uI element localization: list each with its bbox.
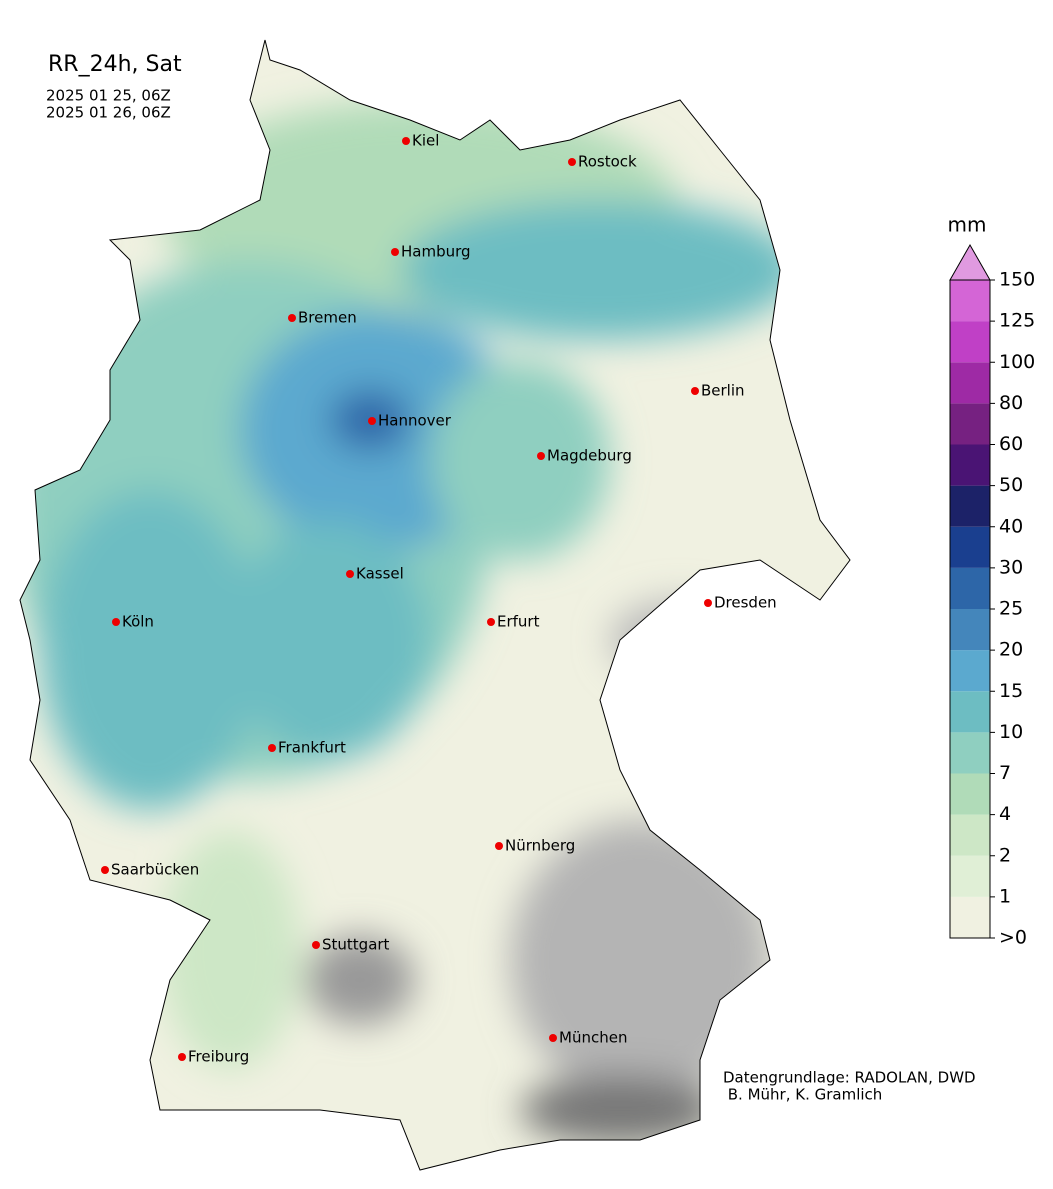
city: München: [549, 1029, 627, 1047]
city: Dresden: [704, 594, 777, 612]
colorbar-segment: [950, 444, 990, 486]
city: Magdeburg: [537, 447, 632, 465]
city-label: Kassel: [356, 565, 404, 583]
colorbar-segment: [950, 403, 990, 445]
colorbar-segment: [950, 280, 990, 322]
city-label: München: [559, 1029, 627, 1047]
credit: Datengrundlage: RADOLAN, DWD: [723, 1069, 976, 1087]
city: Nürnberg: [495, 837, 575, 855]
colorbar-unit: mm: [948, 213, 987, 237]
credit: B. Mühr, K. Gramlich: [723, 1086, 882, 1104]
city-label: Kiel: [412, 132, 439, 150]
city-label: Hannover: [378, 412, 452, 430]
colorbar-segment: [950, 526, 990, 568]
colorbar-label: 4: [999, 803, 1011, 825]
colorbar-segment: [950, 609, 990, 651]
colorbar-segment: [950, 855, 990, 897]
city-label: Hamburg: [401, 243, 471, 261]
colorbar-label: 2: [999, 844, 1011, 866]
date: 2025 01 26, 06Z: [46, 104, 171, 122]
colorbar-segment: [950, 485, 990, 527]
colorbar-label: 15: [999, 680, 1023, 702]
city: Freiburg: [178, 1048, 249, 1066]
colorbar-label: 100: [999, 351, 1035, 373]
city-label: Bremen: [298, 309, 357, 327]
title: RR_24h, Sat: [48, 52, 182, 77]
city-label: Magdeburg: [547, 447, 632, 465]
colorbar-segment: [950, 896, 990, 938]
city-label: Freiburg: [188, 1048, 249, 1066]
city-label: Saarbücken: [111, 861, 199, 879]
colorbar-label: 10: [999, 721, 1023, 743]
city: Rostock: [568, 153, 637, 171]
city-label: Frankfurt: [278, 739, 346, 757]
date: 2025 01 25, 06Z: [46, 87, 171, 105]
colorbar-label: 150: [999, 269, 1035, 291]
colorbar-label: 80: [999, 392, 1023, 414]
colorbar-label: 25: [999, 598, 1023, 620]
colorbar-label: 30: [999, 556, 1023, 578]
city: Saarbücken: [101, 861, 199, 879]
colorbar-segment: [950, 814, 990, 856]
colorbar-label: 60: [999, 433, 1023, 455]
city: Bremen: [288, 309, 357, 327]
colorbar-label: >0: [999, 927, 1027, 949]
colorbar-segment: [950, 773, 990, 815]
colorbar-segment: [950, 567, 990, 609]
colorbar-segment: [950, 732, 990, 774]
colorbar-label: 40: [999, 515, 1023, 537]
city: Kiel: [402, 132, 439, 150]
city: Erfurt: [487, 613, 540, 631]
city: Frankfurt: [268, 739, 346, 757]
colorbar-segment: [950, 691, 990, 733]
city-label: Köln: [122, 613, 154, 631]
colorbar-segment: [950, 362, 990, 404]
colorbar-segment: [950, 650, 990, 692]
colorbar-label: 125: [999, 310, 1035, 332]
city-label: Berlin: [701, 382, 745, 400]
city: Berlin: [691, 382, 745, 400]
colorbar-segment: [950, 321, 990, 363]
colorbar-label: 1: [999, 885, 1011, 907]
colorbar-extension: [949, 243, 991, 281]
colorbar-label: 7: [999, 762, 1011, 784]
city: Köln: [112, 613, 154, 631]
city-label: Stuttgart: [322, 936, 390, 954]
city: Stuttgart: [312, 936, 390, 954]
city: Hamburg: [391, 243, 471, 261]
colorbar-label: 20: [999, 639, 1023, 661]
city: Hannover: [368, 412, 452, 430]
city-label: Erfurt: [497, 613, 540, 631]
city-label: Dresden: [714, 594, 777, 612]
city-label: Rostock: [578, 153, 637, 171]
colorbar: >0 1 2 4 7 10 15 20 25 30 40 50 60 80 100 125 150: [949, 243, 1035, 949]
city-label: Nürnberg: [505, 837, 575, 855]
colorbar-label: 50: [999, 474, 1023, 496]
city: Kassel: [346, 565, 404, 583]
